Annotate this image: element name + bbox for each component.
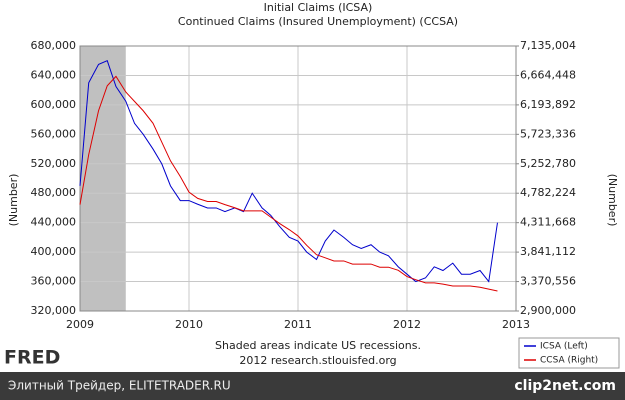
- x-tick-label: 2013: [502, 318, 530, 331]
- y-axis-label: (Number): [7, 174, 20, 227]
- fred-logo: FRED: [4, 347, 60, 369]
- plot-border: [79, 45, 517, 312]
- footer-source: Элитный Трейдер, ELITETRADER.RU: [8, 379, 231, 393]
- note: 2012 research.stlouisfed.org: [239, 354, 396, 367]
- y2-tick-label: 7,135,004: [520, 39, 576, 52]
- y2-axis-label: (Number): [606, 174, 619, 227]
- y-tick-label: 320,000: [31, 304, 77, 317]
- y2-tick-label: 5,252,780: [520, 157, 576, 170]
- y-tick-label: 600,000: [31, 98, 77, 111]
- legend-box: [518, 337, 620, 369]
- x-tick-label: 2011: [284, 318, 312, 331]
- chart-title: Initial Claims (ICSA): [264, 1, 373, 14]
- y-tick-label: 400,000: [31, 245, 77, 258]
- recession-band: [80, 46, 126, 311]
- y-tick-label: 360,000: [31, 275, 77, 288]
- y-tick-label: 640,000: [31, 68, 77, 81]
- y-tick-label: 560,000: [31, 127, 77, 140]
- series-line: [79, 60, 498, 283]
- y2-tick-label: 4,782,224: [520, 186, 576, 199]
- y-tick-label: 680,000: [31, 39, 77, 52]
- y2-tick-label: 6,664,448: [520, 68, 576, 81]
- y2-tick-label: 5,723,336: [520, 127, 576, 140]
- y2-tick-label: 4,311,668: [520, 216, 576, 229]
- note: Shaded areas indicate US recessions.: [215, 339, 421, 352]
- y2-tick-label: 2,900,000: [520, 304, 576, 317]
- y-tick-label: 520,000: [31, 157, 77, 170]
- chart-subtitle: Continued Claims (Insured Unemployment) …: [178, 15, 458, 28]
- y-tick-label: 440,000: [31, 216, 77, 229]
- x-tick-label: 2012: [393, 318, 421, 331]
- watermark: clip2net.com: [514, 378, 616, 394]
- legend-label: CCSA (Right): [540, 356, 598, 366]
- footer-bar: [0, 372, 625, 400]
- x-tick-label: 2010: [175, 318, 203, 331]
- series-line: [79, 75, 498, 292]
- x-tick-label: 2009: [66, 318, 94, 331]
- y2-tick-label: 3,370,556: [520, 275, 576, 288]
- y2-tick-label: 3,841,112: [520, 245, 576, 258]
- y-tick-label: 480,000: [31, 186, 77, 199]
- legend-label: ICSA (Left): [540, 342, 588, 352]
- y2-tick-label: 6,193,892: [520, 98, 576, 111]
